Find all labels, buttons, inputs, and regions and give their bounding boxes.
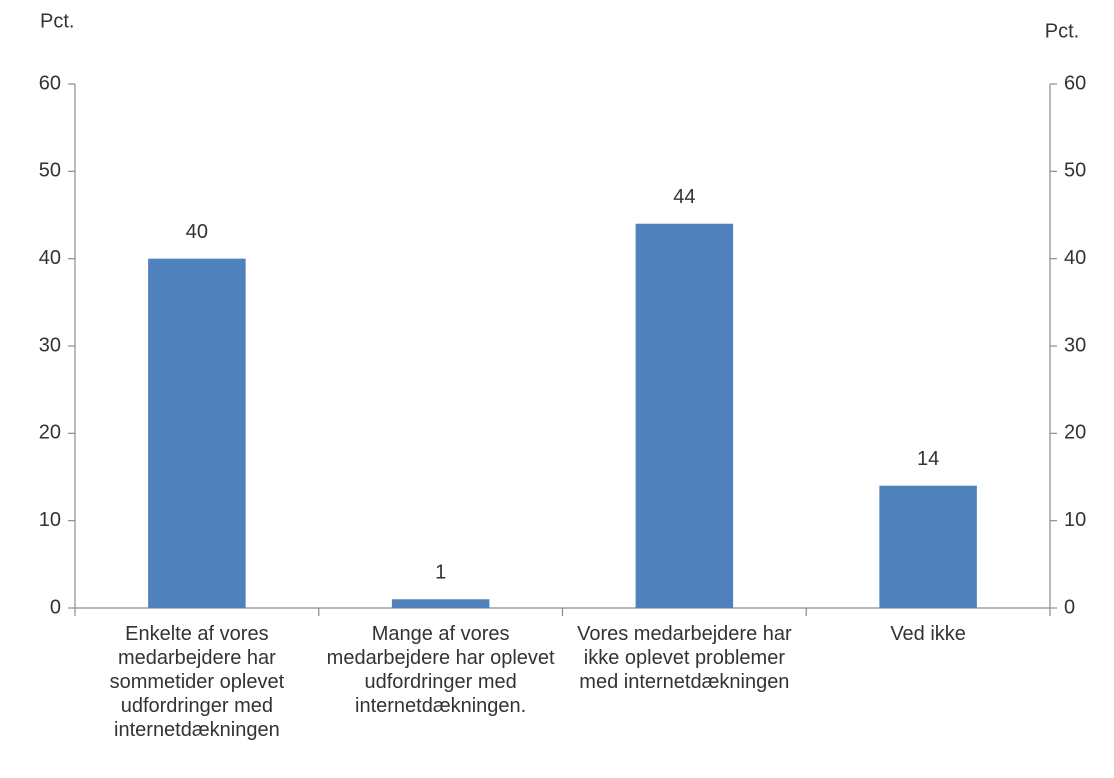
x-tick-label: Enkelte af vores medarbejdere har sommet… (109, 623, 285, 741)
y-tick-label: 50 (39, 160, 61, 182)
data-label: 1 (435, 562, 446, 584)
data-label: 44 (673, 186, 695, 208)
y-axis-label: Pct. (40, 10, 74, 32)
y-tick-label: 10 (39, 509, 61, 531)
y2-tick-label: 40 (1064, 247, 1086, 269)
x-tick-label: Ved ikke (890, 623, 966, 645)
bar (635, 223, 734, 608)
y-tick-label: 0 (50, 596, 61, 618)
x-tick-label: Mange af vores medarbejdere har oplevet … (326, 623, 555, 717)
bar (879, 485, 977, 608)
y-tick-label: 20 (39, 422, 61, 444)
y2-tick-label: 20 (1064, 422, 1086, 444)
y-tick-label: 40 (39, 247, 61, 269)
data-label: 14 (917, 448, 939, 470)
bar (148, 258, 246, 608)
y-tick-label: 60 (39, 72, 61, 94)
y2-axis-label: Pct. (1045, 20, 1079, 42)
y2-tick-label: 30 (1064, 334, 1086, 356)
y-tick-label: 30 (39, 334, 61, 356)
y2-tick-label: 10 (1064, 509, 1086, 531)
data-label: 40 (186, 221, 208, 243)
y2-tick-label: 60 (1064, 72, 1086, 94)
x-tick-label: Vores medarbejdere har ikke oplevet prob… (577, 623, 792, 693)
y2-tick-label: 50 (1064, 160, 1086, 182)
y2-tick-label: 0 (1064, 596, 1075, 618)
bar (391, 599, 490, 608)
